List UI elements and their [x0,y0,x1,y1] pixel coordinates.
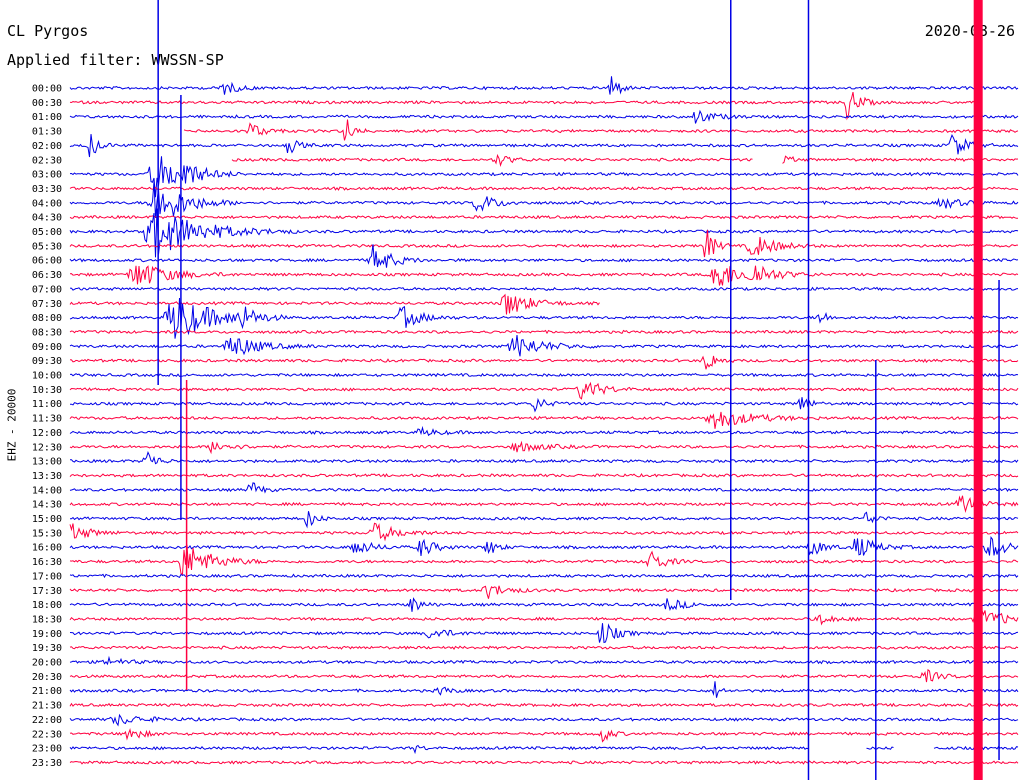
filter-label: Applied filter: WWSSN-SP [7,51,224,69]
trace-line [69,355,1019,370]
row-time-label: 02:00 [32,141,62,152]
row-time-label: 21:30 [32,701,62,712]
trace-line [231,153,1019,167]
row-time-label: 10:30 [32,385,62,396]
row-time-label: 13:30 [32,471,62,482]
trace-line [69,681,1019,698]
row-time-label: 09:00 [32,342,62,353]
trace-line [69,482,1019,494]
trace-line [69,297,1019,339]
trace-line [69,645,1019,651]
date-label: 2020-08-26 [924,22,1015,40]
trace-line [70,450,1019,465]
row-time-label: 16:30 [32,557,62,568]
trace-line [69,329,1019,335]
trace-line [69,293,600,315]
trace-line [69,473,1019,478]
trace-line [69,411,1019,429]
trace-line [69,372,1019,378]
row-time-label: 04:30 [32,213,62,224]
trace-line [69,655,1019,666]
row-time-label: 07:30 [32,299,62,310]
row-time-label: 23:30 [32,758,62,769]
row-time-label: 05:00 [32,227,62,238]
trace-line [69,597,1019,612]
row-time-label: 01:00 [32,112,62,123]
trace-line [69,134,1019,158]
trace-line [69,535,1019,557]
row-time-label: 11:30 [32,414,62,425]
row-time-label: 15:30 [32,528,62,539]
trace-line [69,156,1019,198]
trace-line [69,495,1019,514]
trace-line [69,186,1019,191]
row-time-label: 22:00 [32,715,62,726]
trace-line [69,623,1019,644]
row-time-label: 20:00 [32,658,62,669]
row-time-label: 14:30 [32,500,62,511]
row-time-label: 08:30 [32,327,62,338]
row-time-label: 23:00 [32,744,62,755]
row-time-label: 02:30 [32,155,62,166]
trace-line [69,728,1019,743]
trace-line [69,713,1019,727]
row-time-label: 20:30 [32,672,62,683]
row-time-label: 06:00 [32,256,62,267]
row-time-label: 11:00 [32,399,62,410]
trace-line [69,208,1019,258]
trace-line [69,522,1019,542]
trace-line [69,585,1019,599]
trace-line [69,381,1019,400]
row-time-label: 18:00 [32,600,62,611]
row-time-label: 14:00 [32,485,62,496]
row-time-label: 05:30 [32,241,62,252]
row-time-label: 03:30 [32,184,62,195]
trace-line [69,760,1019,765]
row-time-label: 09:30 [32,356,62,367]
row-time-label: 19:30 [32,643,62,654]
row-time-label: 17:00 [32,571,62,582]
trace-line [69,76,1019,95]
trace-line [69,91,980,121]
row-time-label: 13:00 [32,457,62,468]
row-time-label: 12:00 [32,428,62,439]
trace-line [183,119,1019,141]
trace-line [69,109,1019,124]
trace-line [69,397,1019,413]
row-time-label: 06:30 [32,270,62,281]
trace-line [69,181,1019,219]
row-time-label: 16:00 [32,543,62,554]
row-time-label: 15:00 [32,514,62,525]
trace-line [69,668,1019,683]
trace-line [69,244,1019,268]
trace-line [69,440,1019,455]
row-time-label: 00:00 [32,84,62,95]
trace-line [70,511,1019,529]
trace-line [69,214,1019,220]
station-title: CL Pyrgos [7,22,89,40]
row-time-label: 19:00 [32,629,62,640]
trace-line [69,608,1019,627]
trace-line [69,335,1019,357]
trace-line [69,544,1019,576]
row-time-label: 21:00 [32,686,62,697]
trace-line [69,425,1019,437]
row-time-label: 17:30 [32,586,62,597]
row-time-label: 00:30 [32,98,62,109]
trace-line [69,702,1019,708]
row-time-label: 03:00 [32,170,62,181]
row-time-label: 01:30 [32,127,62,138]
row-time-label: 10:00 [32,371,62,382]
row-time-label: 08:00 [32,313,62,324]
row-time-label: 12:30 [32,442,62,453]
row-time-label: 18:30 [32,614,62,625]
row-time-label: 07:00 [32,284,62,295]
trace-line [69,286,1019,292]
trace-line [69,573,1019,579]
trace-line [69,265,1019,286]
trace-line [69,229,1018,258]
row-time-label: 04:00 [32,198,62,209]
row-time-label: 22:30 [32,729,62,740]
